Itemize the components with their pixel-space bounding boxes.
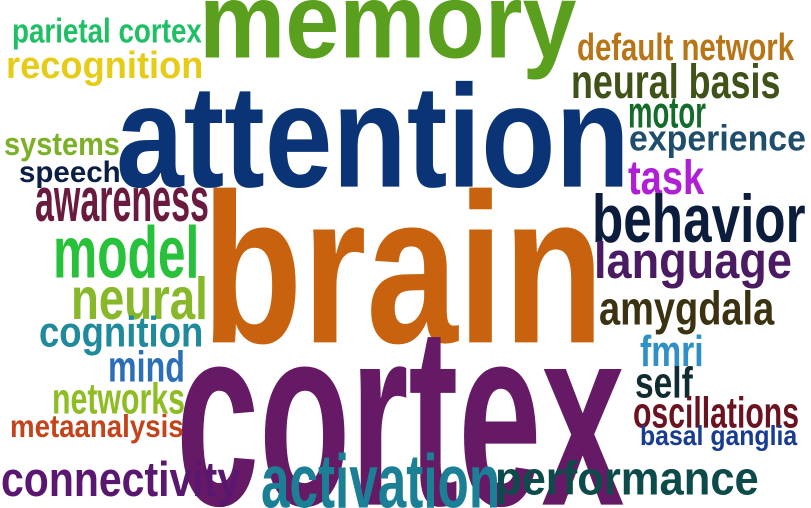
word-oscillations: oscillations (633, 388, 800, 438)
word-basal-ganglia: basal ganglia (639, 420, 797, 452)
word-task: task (627, 149, 704, 205)
word-metaanalysis: metaanalysis (10, 408, 184, 445)
word-amygdala: amygdala (599, 282, 775, 335)
word-neural-basis: neural basis (570, 53, 781, 109)
word-memory: memory (199, 0, 577, 82)
word-default-network: default network (576, 25, 794, 68)
word-behavior: behavior (591, 180, 806, 257)
word-recognition: recognition (5, 43, 204, 87)
word-fmri: fmri (639, 326, 704, 376)
word-mind: mind (108, 342, 185, 392)
word-networks: networks (52, 374, 186, 424)
word-parietal-cortex: parietal cortex (12, 12, 203, 51)
word-cognition: cognition (38, 308, 204, 357)
word-cortex: cortex (175, 273, 624, 508)
word-motor: motor (628, 87, 707, 138)
word-self: self (634, 358, 693, 408)
word-awareness: awareness (35, 165, 210, 235)
word-systems: systems (4, 126, 121, 163)
word-brain: brain (202, 149, 604, 389)
word-language: language (594, 232, 793, 290)
word-model: model (53, 211, 200, 294)
word-experience: experience (628, 117, 806, 159)
word-activation: activation (260, 439, 501, 508)
word-attention: attention (115, 55, 630, 219)
word-speech: speech (19, 154, 121, 189)
word-performance: performance (495, 452, 760, 505)
word-connectivity: connectivity (0, 451, 240, 507)
word-neural: neural (71, 265, 209, 333)
